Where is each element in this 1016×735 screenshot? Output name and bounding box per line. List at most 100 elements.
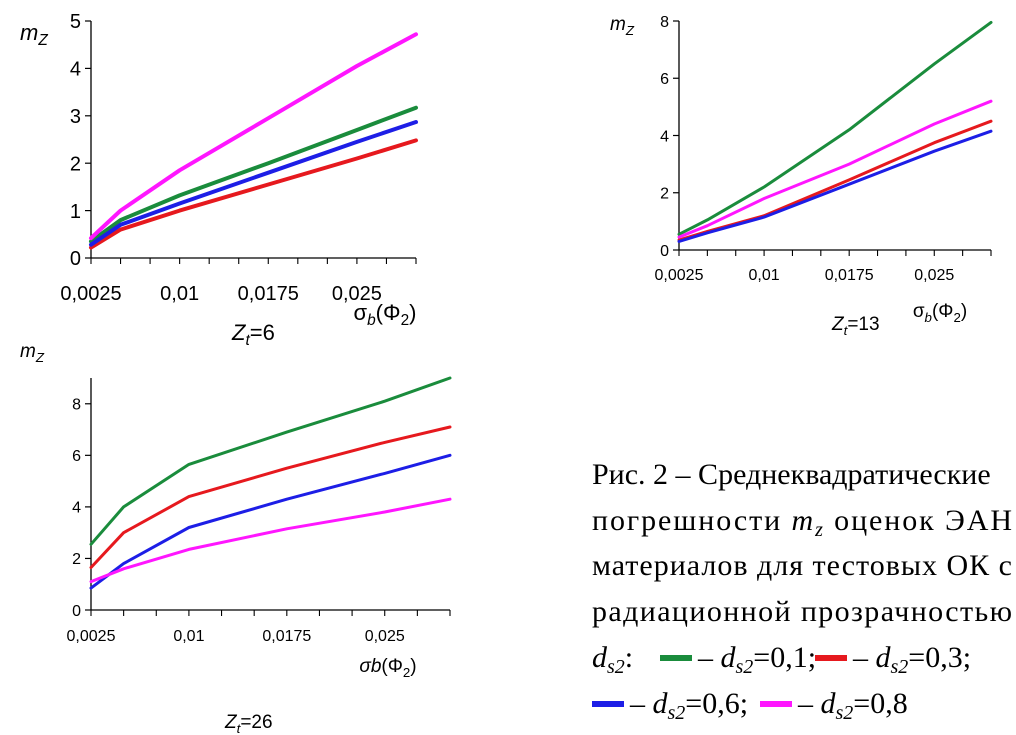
legend-var: d: [821, 687, 837, 720]
y-tick-label: 2: [72, 551, 81, 568]
y-tick-label: 8: [660, 14, 669, 31]
legend-var: d: [721, 641, 737, 674]
x-tick-label: 0,0025: [655, 267, 704, 284]
legend-item-ds01: – ds2=0,1;: [697, 641, 816, 678]
x-tick-label: 0,01: [173, 628, 204, 645]
x-axis-label-tail: (Φ: [932, 301, 954, 322]
x-tick-label: 0,025: [332, 283, 382, 305]
series-line-ds03: [89, 138, 418, 250]
zt-label-var: Z: [831, 314, 845, 335]
y-tick-label: 6: [660, 71, 669, 88]
x-axis-label-var: σb: [359, 656, 381, 677]
legend-var-sub: s2: [736, 656, 754, 678]
y-tick-label: 0: [70, 248, 81, 270]
x-tick-label: 0,025: [914, 267, 954, 284]
x-axis-label-tail-sub: 2: [953, 310, 960, 325]
series-line-ds08: [677, 99, 993, 239]
x-tick-label: 0,01: [749, 267, 780, 284]
zt-label-sub: t: [237, 721, 242, 735]
zt-label-sub: t: [245, 332, 250, 349]
legend-var: d: [653, 687, 669, 720]
zt-label-var: Z: [224, 712, 238, 733]
zt-label-var: Z: [231, 320, 247, 345]
figure-caption: Рис. 2 – Среднеквадратические погрешност…: [592, 458, 1012, 724]
legend-value: =0,1;: [753, 641, 816, 674]
legend-var-sub: s2: [836, 702, 854, 724]
x-axis-label-tail-sub: 2: [403, 665, 410, 680]
legend-var: d: [876, 641, 892, 674]
y-tick-label: 4: [72, 500, 81, 517]
y-tick-label: 5: [70, 11, 81, 33]
y-axis-label: mZ: [610, 14, 635, 38]
zt-label: Zt=6: [231, 320, 275, 349]
y-axis-label: mZ: [20, 341, 45, 365]
chart-zt13: 0 2 4 6 8 0,0025 0,01 0,0175 0,025 mZ σb(Φ2) Zt=13: [610, 14, 993, 338]
zt-label-value: =13: [847, 314, 879, 335]
legend-value: =0,6;: [685, 687, 748, 720]
legend-value: =0,8: [853, 687, 907, 720]
y-axis-label-sub: Z: [35, 350, 45, 365]
y-axis-label: mZ: [20, 20, 48, 49]
legend-var-sub: s2: [607, 656, 625, 678]
legend-swatch-ds06: [592, 701, 624, 707]
legend-dash: –: [697, 641, 721, 674]
series-line-ds01: [89, 376, 452, 546]
series-line-ds01: [677, 20, 993, 236]
series-line-ds06: [89, 120, 418, 247]
legend-value: =0,3;: [908, 641, 971, 674]
x-axis-label-var: σ: [354, 300, 368, 325]
legend-item-ds03: – ds2=0,3;: [852, 641, 971, 678]
x-axis-label-sub: b: [367, 312, 376, 329]
zt-label-sub: t: [844, 323, 849, 338]
y-tick-label: 8: [72, 397, 81, 414]
zt-label: Zt=26: [224, 712, 273, 735]
x-axis-label-var: σ: [913, 301, 925, 322]
series-line-ds06: [89, 453, 452, 590]
legend-dash: –: [629, 687, 653, 720]
legend-item-ds08: – ds2=0,8: [797, 687, 908, 724]
y-tick-label: 3: [70, 106, 81, 128]
x-tick-label: 0,025: [365, 628, 405, 645]
series-line-ds06: [677, 129, 993, 243]
caption-line-4: радиационной прозрачностью: [592, 595, 1012, 628]
y-tick-label: 4: [660, 128, 669, 145]
x-axis-label: σb(Φ2): [354, 300, 417, 329]
y-tick-label: 2: [660, 186, 669, 203]
x-tick-label: 0,01: [160, 283, 199, 305]
x-axis-label-tail: (Φ: [376, 300, 401, 325]
legend-var-sub: s2: [668, 702, 686, 724]
caption-var-m: m: [791, 504, 813, 537]
legend-swatch-ds03: [815, 655, 847, 661]
caption-line-2: погрешности mz оценок ЭАН: [592, 504, 1012, 541]
y-axis-label-var: m: [20, 20, 38, 45]
legend-dash: –: [797, 687, 821, 720]
x-tick-label: 0,0175: [825, 267, 874, 284]
legend-swatch-ds01: [660, 655, 692, 661]
x-tick-label: 0,0175: [238, 283, 299, 305]
legend-item-ds06: – ds2=0,6;: [629, 687, 748, 724]
y-axis-label-var: m: [610, 14, 626, 35]
y-tick-label: 0: [660, 243, 669, 260]
zt-label-value: =26: [240, 712, 272, 733]
x-tick-label: 0,0175: [262, 628, 311, 645]
x-axis-label: σb(Φ2): [913, 301, 967, 325]
y-tick-label: 6: [72, 448, 81, 465]
caption-legend: ds2: – ds2=0,1; – ds2=0,3;– ds2=0,6; – ds2=…: [592, 641, 971, 724]
series-line-ds08: [89, 497, 452, 584]
y-tick-label: 2: [70, 153, 81, 175]
caption-line-1: Рис. 2 – Среднеквадратические: [592, 458, 991, 491]
caption-line-3: материалов для тестовых ОК с: [592, 549, 1012, 582]
series-line-ds08: [89, 32, 418, 241]
x-axis-label-tail: (Φ: [381, 656, 403, 677]
x-axis-label-end: ): [961, 301, 967, 322]
legend-swatch-ds08: [760, 701, 792, 707]
y-axis-label-sub: Z: [37, 32, 48, 49]
x-tick-label: 0,0025: [67, 628, 116, 645]
legend-dash: –: [852, 641, 876, 674]
legend-var-sub: s2: [891, 656, 909, 678]
series-line-ds01: [89, 105, 418, 244]
series-line-ds03: [89, 425, 452, 569]
